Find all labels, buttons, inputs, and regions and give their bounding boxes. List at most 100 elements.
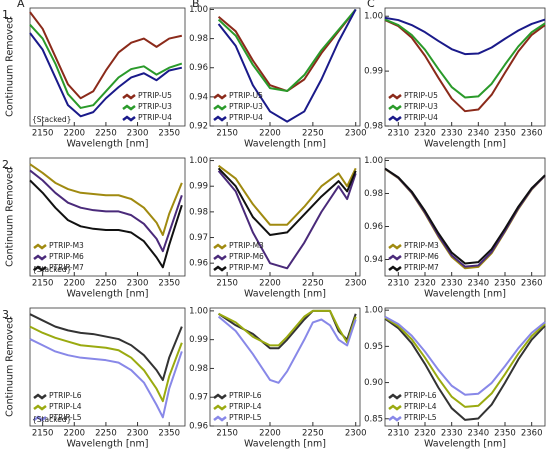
x-tick-label: 2330: [441, 279, 463, 289]
y-tick-label: 0.94: [189, 92, 208, 102]
x-axis-label: Wavelength [nm]: [66, 439, 148, 450]
y-tick-label: 0.96: [189, 422, 208, 432]
panel-label: C: [367, 0, 375, 10]
legend-label: PTRIP-M6: [229, 252, 264, 261]
plot-frame: [29, 157, 186, 277]
spectrum-line: [29, 23, 183, 109]
legend-swatch: [388, 254, 402, 261]
legend-swatch: [388, 93, 402, 100]
x-tick-label: 2250: [302, 429, 324, 439]
spectrum-line: [218, 309, 357, 347]
legend-label: PTRIP-U4: [229, 113, 263, 122]
legend-swatch: [213, 104, 227, 111]
spectrum-line: [384, 315, 546, 396]
legend-swatch: [388, 104, 402, 111]
x-tick-label: 2250: [302, 129, 324, 139]
legend-label: PTRIP-L5: [49, 413, 82, 422]
legend-swatch: [388, 404, 402, 411]
x-tick-label: 2310: [388, 429, 410, 439]
y-tick-label: 1.00: [189, 156, 208, 166]
spectrum-line: [29, 313, 183, 382]
legend-label: PTRIP-U5: [404, 91, 438, 100]
spectrum-line: [384, 19, 546, 113]
legend-swatch: [122, 93, 136, 100]
legend-swatch: [388, 393, 402, 400]
y-axis-label: Continuum Removed: [5, 17, 16, 117]
spectrum-line: [384, 16, 546, 56]
x-tick-label: 2300: [127, 279, 149, 289]
x-tick-label: 2330: [441, 429, 463, 439]
legend-swatch: [388, 115, 402, 122]
panel-label: B: [192, 0, 200, 10]
x-tick-label: 2200: [259, 279, 281, 289]
x-tick-label: 2360: [521, 429, 543, 439]
x-tick-label: 2250: [95, 129, 117, 139]
spectrum-line: [217, 164, 357, 226]
spectrum-line: [384, 18, 546, 99]
legend-label: PTRIP-M6: [404, 252, 439, 261]
x-tick-label: 2300: [345, 129, 367, 139]
x-tick-label: 2350: [158, 279, 180, 289]
y-tick-label: 0.98: [189, 207, 208, 217]
plot-frame: [209, 7, 361, 127]
annotation: {Stacked}: [32, 265, 71, 274]
x-tick-label: 2340: [468, 429, 490, 439]
y-axis-label: Continuum Removed: [5, 167, 16, 267]
x-tick-label: 2150: [216, 279, 238, 289]
y-tick-label: 0.90: [364, 378, 383, 388]
plot-frame: [384, 7, 546, 127]
legend-label: PTRIP-M7: [49, 263, 84, 272]
x-tick-label: 2320: [414, 429, 436, 439]
spectrum-line: [29, 338, 183, 419]
legend-label: PTRIP-U4: [138, 113, 172, 122]
spectrum-line: [29, 11, 183, 100]
x-tick-label: 2330: [441, 129, 463, 139]
legend-label: PTRIP-L4: [49, 402, 82, 411]
legend-swatch: [213, 254, 227, 261]
legend-label: PTRIP-U4: [404, 113, 438, 122]
x-tick-label: 2250: [95, 279, 117, 289]
x-tick-label: 2350: [158, 129, 180, 139]
row-label: 2.: [2, 158, 13, 171]
legend-swatch: [33, 265, 47, 272]
y-tick-label: 0.99: [364, 67, 383, 77]
plot-frame: [209, 307, 361, 427]
legend-label: PTRIP-M7: [404, 263, 439, 272]
legend-label: PTRIP-M3: [49, 241, 84, 250]
spectrum-line: [29, 169, 183, 253]
y-tick-label: 0.98: [364, 189, 383, 199]
x-tick-label: 2300: [345, 429, 367, 439]
x-axis-label: Wavelength [nm]: [244, 289, 326, 300]
y-tick-label: 0.99: [189, 182, 208, 192]
legend-label: PTRIP-M3: [229, 241, 264, 250]
legend-swatch: [122, 104, 136, 111]
y-tick-label: 0.85: [364, 414, 383, 424]
x-axis-label: Wavelength [nm]: [244, 139, 326, 150]
x-tick-label: 2340: [468, 129, 490, 139]
legend-swatch: [213, 93, 227, 100]
plot-frame: [384, 157, 546, 277]
x-tick-label: 2310: [388, 279, 410, 289]
x-tick-label: 2340: [468, 279, 490, 289]
legend-swatch: [388, 243, 402, 250]
x-tick-label: 2350: [494, 429, 516, 439]
legend-label: PTRIP-U5: [138, 91, 172, 100]
y-tick-label: 0.98: [189, 34, 208, 44]
legend-label: PTRIP-U3: [404, 102, 438, 111]
x-tick-label: 2200: [63, 429, 85, 439]
spectrum-line: [217, 315, 357, 384]
spectrum-line: [384, 167, 546, 265]
x-tick-label: 2350: [158, 429, 180, 439]
legend-swatch: [33, 404, 47, 411]
spectrum-line: [218, 309, 357, 350]
x-tick-label: 2250: [95, 429, 117, 439]
legend-swatch: [213, 265, 227, 272]
x-axis-label: Wavelength [nm]: [424, 439, 506, 450]
legend-swatch: [33, 254, 47, 261]
legend-label: PTRIP-L6: [229, 391, 262, 400]
spectrum-line: [217, 8, 357, 123]
y-tick-label: 0.99: [189, 335, 208, 345]
y-tick-label: 0.96: [364, 222, 383, 232]
y-tick-label: 0.96: [189, 63, 208, 73]
